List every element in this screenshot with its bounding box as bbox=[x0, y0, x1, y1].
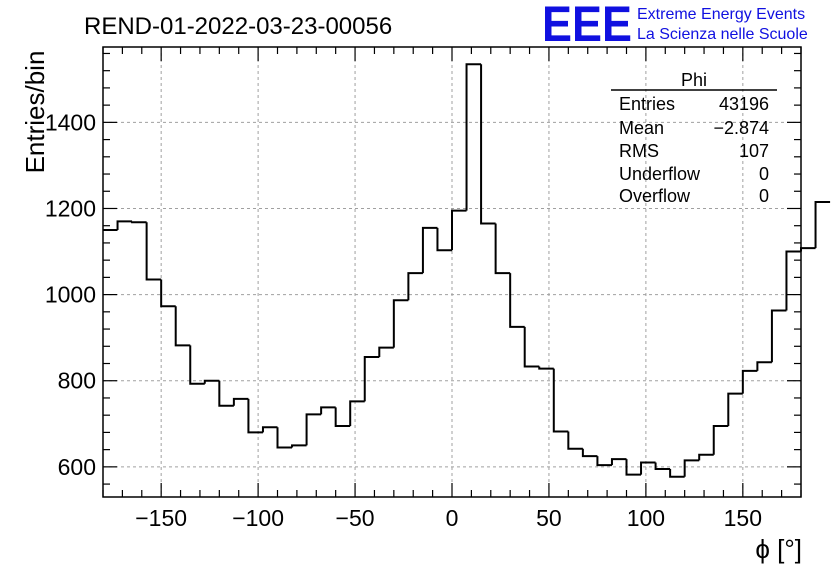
histogram-bin bbox=[189, 345, 205, 385]
stats-value-mean: −2.874 bbox=[713, 118, 769, 138]
histogram-bars bbox=[103, 63, 831, 478]
histogram-bin bbox=[741, 369, 758, 394]
histogram-bin bbox=[596, 456, 612, 467]
y-tick-label: 1200 bbox=[45, 195, 96, 221]
grid-lines bbox=[103, 47, 801, 497]
histogram-bin bbox=[378, 346, 394, 358]
stats-value-rms: 107 bbox=[739, 141, 769, 161]
y-tick-label: 1400 bbox=[45, 109, 96, 135]
histogram-bin bbox=[247, 398, 263, 434]
y-axis-label: Entries/bin bbox=[20, 51, 50, 174]
histogram-bin bbox=[363, 356, 380, 402]
histogram-bin bbox=[581, 448, 598, 458]
y-tick-label: 600 bbox=[58, 454, 96, 480]
histogram-bin bbox=[291, 444, 307, 448]
stats-label-underflow: Underflow bbox=[619, 164, 701, 184]
y-tick-label: 1000 bbox=[45, 282, 96, 308]
histogram-bin bbox=[756, 361, 772, 371]
x-tick-label: −100 bbox=[232, 505, 284, 531]
histogram-bin bbox=[727, 392, 743, 426]
eee-logo: EEE Extreme Energy Events La Scienza nel… bbox=[542, 0, 808, 52]
histogram-bin bbox=[218, 380, 234, 407]
y-tick-label: 800 bbox=[58, 368, 96, 394]
x-tick-label: 0 bbox=[446, 505, 459, 531]
histogram-bin bbox=[800, 247, 816, 252]
histogram-bin bbox=[261, 426, 278, 433]
eee-logo-line2: La Scienza nelle Scuole bbox=[637, 26, 808, 43]
histogram-bin bbox=[654, 462, 671, 471]
stats-title: Phi bbox=[681, 70, 707, 90]
histogram-bin bbox=[203, 379, 220, 384]
histogram-bin bbox=[669, 469, 685, 478]
histogram-bin bbox=[465, 63, 482, 211]
stats-value-underflow: 0 bbox=[759, 164, 769, 184]
histogram-bin bbox=[334, 407, 351, 427]
histogram-bin bbox=[145, 222, 162, 281]
histogram-bin bbox=[116, 220, 133, 231]
histogram-bin bbox=[480, 64, 496, 225]
histogram-bin bbox=[814, 201, 831, 249]
stats-label-rms: RMS bbox=[619, 141, 659, 161]
stats-label-entries: Entries bbox=[619, 94, 675, 114]
stats-box: Phi Entries 43196 Mean −2.874 RMS 107 Un… bbox=[611, 70, 777, 206]
x-axis-label: ϕ [°] bbox=[755, 534, 802, 564]
histogram-bin bbox=[451, 209, 467, 251]
histogram-bin bbox=[640, 461, 656, 475]
histogram-bin bbox=[392, 299, 409, 348]
histogram-bin bbox=[683, 459, 700, 477]
histogram-bin bbox=[770, 309, 787, 363]
x-tick-label: 50 bbox=[536, 505, 562, 531]
axis-ticks bbox=[102, 47, 802, 497]
histogram-bin bbox=[625, 459, 642, 476]
histogram-bin bbox=[509, 273, 525, 328]
histogram-bin bbox=[276, 427, 293, 449]
histogram-bin bbox=[305, 413, 322, 446]
histogram-bin bbox=[698, 453, 714, 461]
histogram-bin bbox=[538, 366, 554, 370]
eee-logo-line1: Extreme Energy Events bbox=[637, 6, 805, 23]
x-tick-label: −150 bbox=[135, 505, 187, 531]
plot-frame bbox=[102, 46, 802, 498]
histogram-bin bbox=[494, 223, 511, 275]
histogram-bin bbox=[610, 458, 627, 466]
histogram-bin bbox=[436, 227, 452, 252]
histogram-bin bbox=[523, 326, 540, 368]
stats-label-overflow: Overflow bbox=[619, 186, 691, 206]
histogram-bin bbox=[407, 272, 423, 301]
histogram-bin bbox=[567, 431, 583, 450]
chart-title: REND-01-2022-03-23-00056 bbox=[84, 13, 392, 40]
stats-label-mean: Mean bbox=[619, 118, 664, 138]
eee-logo-mark: EEE bbox=[542, 0, 632, 52]
x-tick-label: −50 bbox=[336, 505, 375, 531]
histogram-bin bbox=[174, 306, 191, 347]
histogram-bin bbox=[349, 400, 365, 426]
histogram-bin bbox=[232, 397, 249, 406]
x-tick-label: 150 bbox=[724, 505, 762, 531]
histogram-bin bbox=[421, 226, 438, 274]
histogram-bin bbox=[160, 279, 176, 308]
histogram-bin bbox=[552, 368, 569, 433]
histogram-bin bbox=[785, 250, 801, 311]
histogram-bin bbox=[131, 221, 147, 224]
histogram-bin bbox=[712, 424, 729, 455]
histogram-bin bbox=[320, 406, 336, 415]
stats-value-overflow: 0 bbox=[759, 186, 769, 206]
stats-value-entries: 43196 bbox=[719, 94, 769, 114]
x-tick-label: 100 bbox=[627, 505, 665, 531]
tick-labels: −150 −100 −50 0 50 100 150 600 800 1000 1200 1400 bbox=[45, 109, 762, 531]
